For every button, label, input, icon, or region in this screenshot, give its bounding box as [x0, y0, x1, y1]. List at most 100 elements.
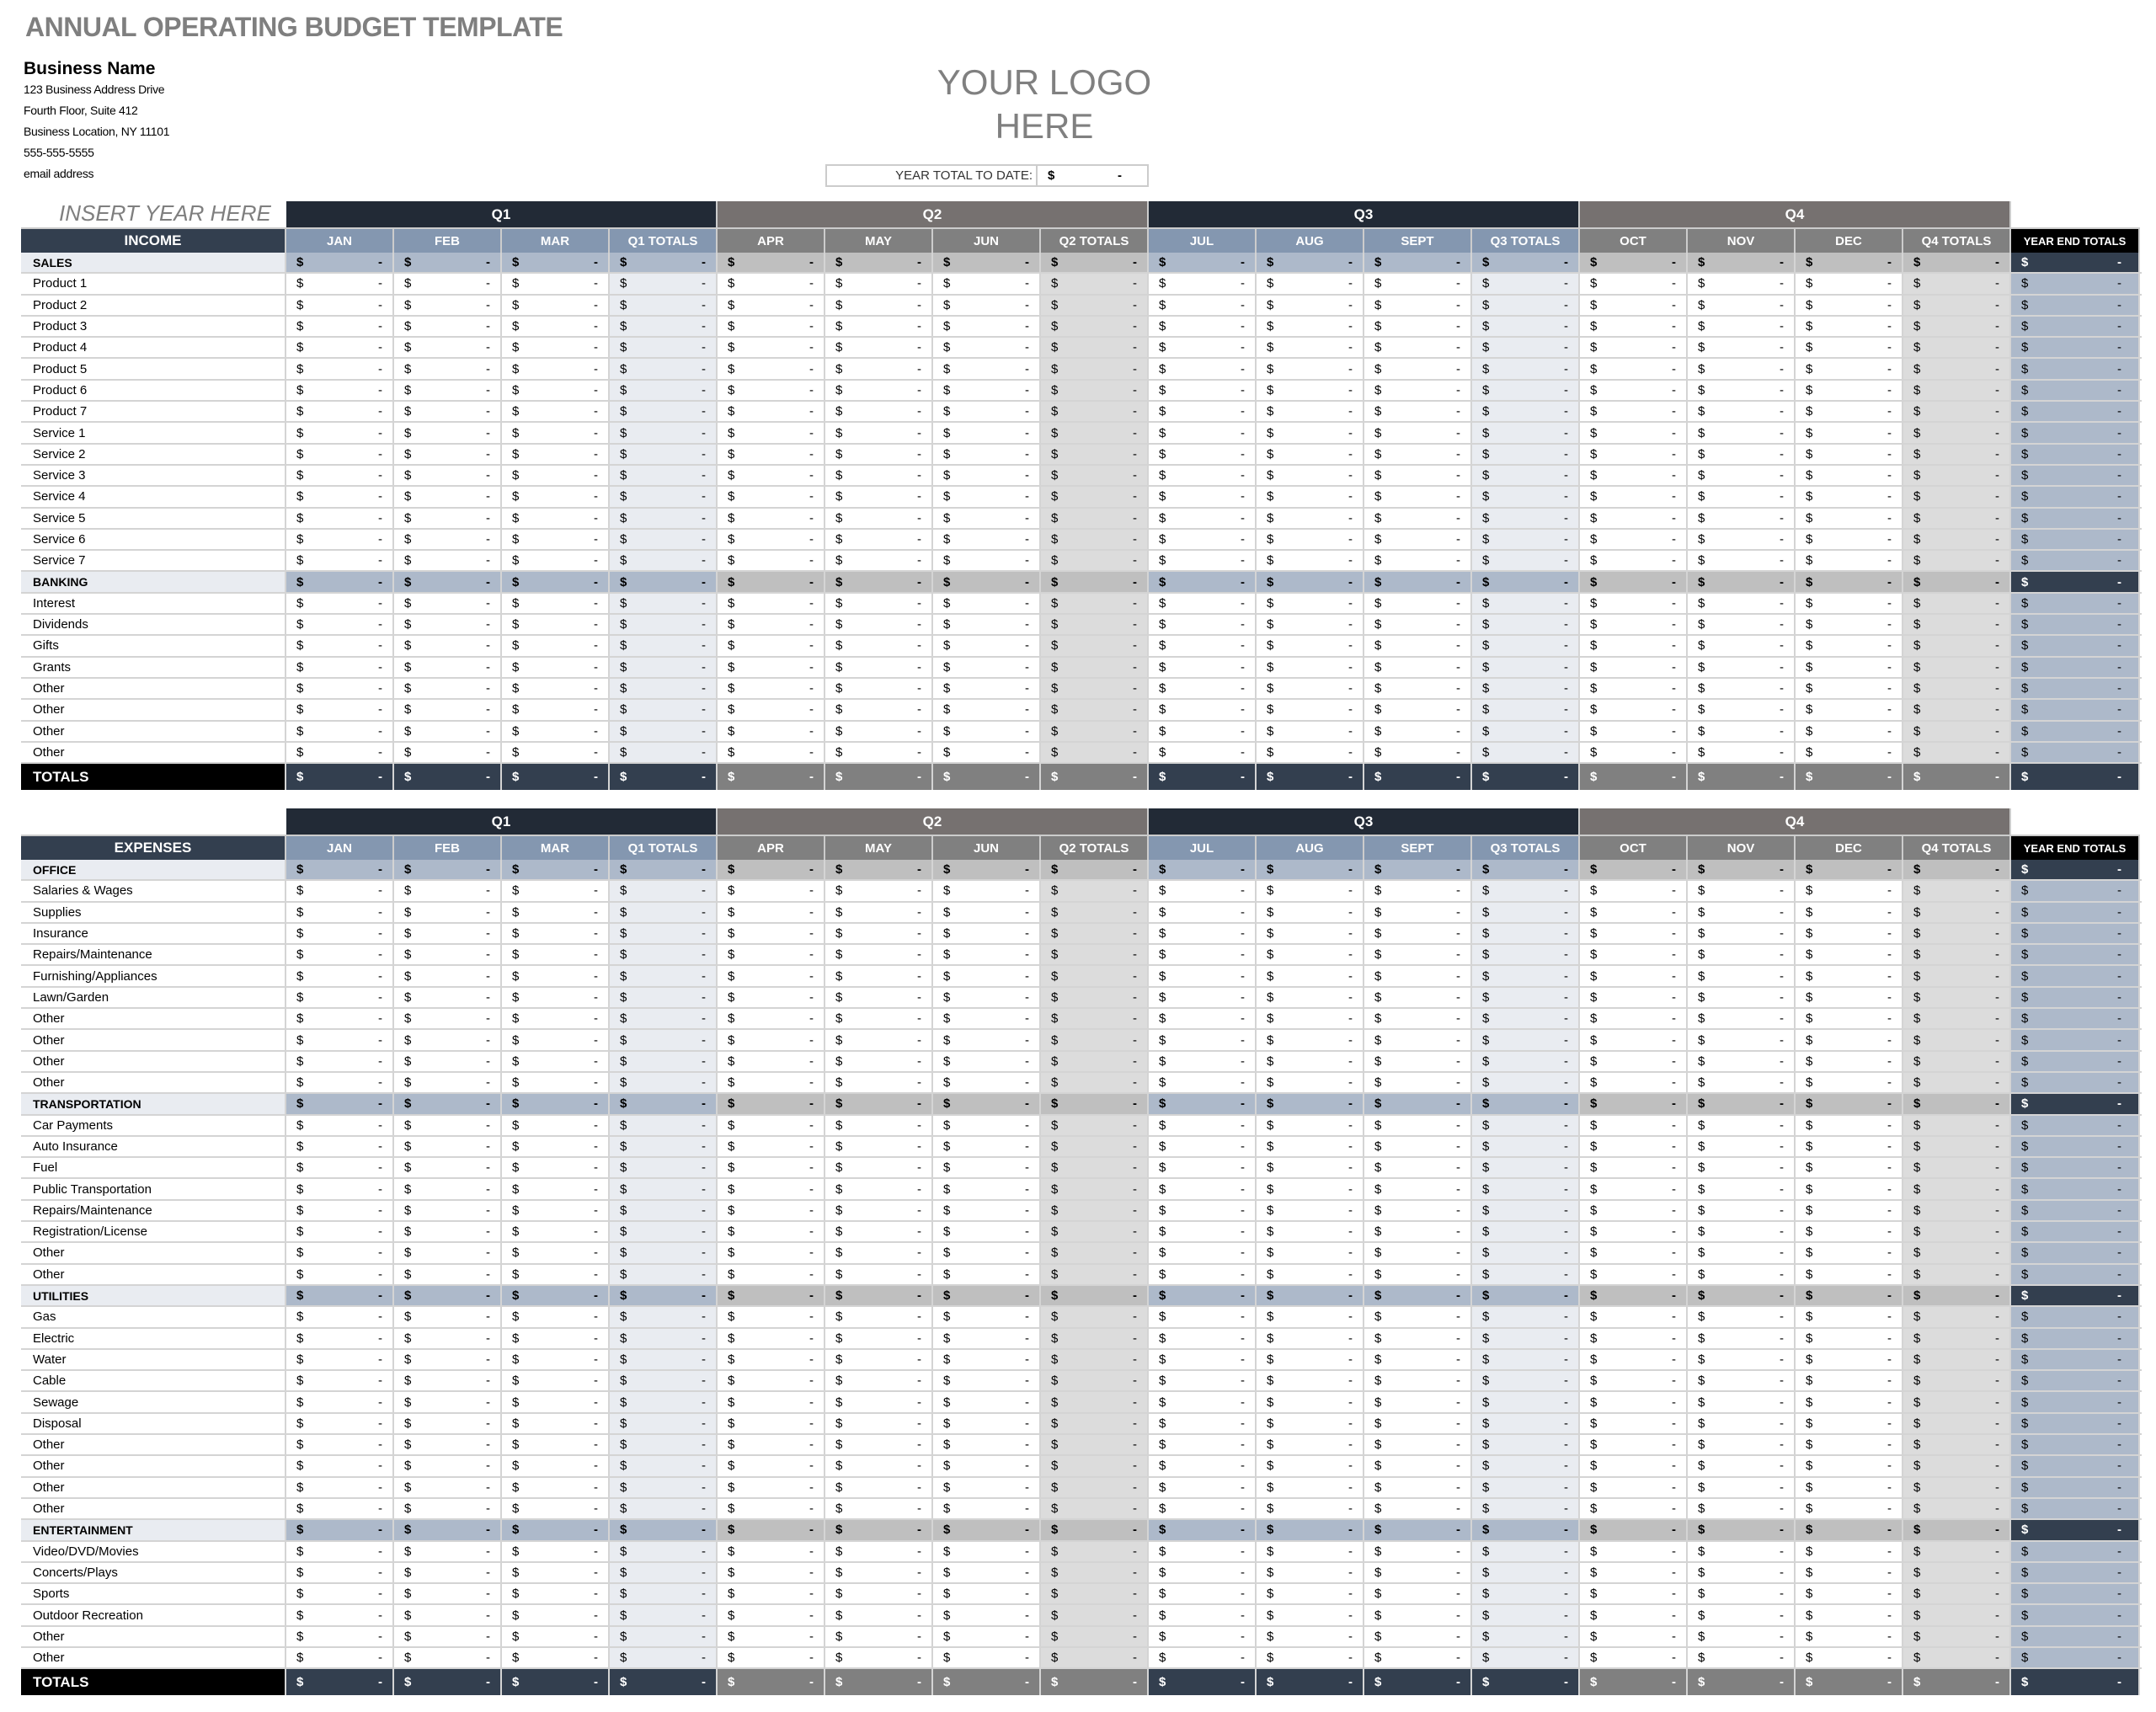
- value-cell[interactable]: $ -: [1903, 295, 2011, 315]
- row-label[interactable]: Other: [21, 1498, 286, 1519]
- value-cell[interactable]: $ -: [1580, 615, 1688, 635]
- value-cell[interactable]: $ -: [1903, 572, 2011, 592]
- value-cell[interactable]: $ -: [933, 1009, 1041, 1029]
- value-cell[interactable]: $ -: [825, 678, 933, 699]
- value-cell[interactable]: $ -: [1257, 1115, 1364, 1135]
- value-cell[interactable]: $ -: [610, 338, 718, 358]
- row-label[interactable]: Gas: [21, 1307, 286, 1327]
- value-cell[interactable]: $ -: [1580, 1158, 1688, 1178]
- value-cell[interactable]: $ -: [1041, 274, 1149, 294]
- row-label[interactable]: Service 6: [21, 529, 286, 550]
- value-cell[interactable]: $ -: [1257, 987, 1364, 1008]
- value-cell[interactable]: $ -: [1688, 1264, 1796, 1284]
- row-label[interactable]: Product 4: [21, 338, 286, 358]
- value-cell[interactable]: $ -: [2011, 1328, 2140, 1348]
- value-cell[interactable]: $ -: [1903, 1328, 2011, 1348]
- value-cell[interactable]: $ -: [1041, 444, 1149, 464]
- value-cell[interactable]: $ -: [1041, 1222, 1149, 1242]
- value-cell[interactable]: $ -: [610, 1094, 718, 1114]
- value-cell[interactable]: $ -: [718, 1520, 825, 1540]
- value-cell[interactable]: $ -: [286, 1072, 394, 1093]
- value-cell[interactable]: $ -: [394, 1136, 502, 1157]
- value-cell[interactable]: $ -: [1041, 902, 1149, 922]
- value-cell[interactable]: $ -: [1796, 1498, 1903, 1519]
- value-cell[interactable]: $ -: [1472, 1158, 1580, 1178]
- value-cell[interactable]: $ -: [1580, 1669, 1688, 1696]
- value-cell[interactable]: $ -: [286, 657, 394, 677]
- value-cell[interactable]: $ -: [1472, 1030, 1580, 1050]
- value-cell[interactable]: $ -: [286, 721, 394, 741]
- value-cell[interactable]: $ -: [1580, 1051, 1688, 1071]
- phone[interactable]: 555-555-5555: [24, 146, 94, 159]
- value-cell[interactable]: $ -: [2011, 508, 2140, 528]
- value-cell[interactable]: $ -: [825, 402, 933, 422]
- value-cell[interactable]: $ -: [825, 1605, 933, 1625]
- value-cell[interactable]: $ -: [394, 551, 502, 571]
- value-cell[interactable]: $ -: [1688, 1328, 1796, 1348]
- value-cell[interactable]: $ -: [1580, 380, 1688, 401]
- value-cell[interactable]: $ -: [933, 316, 1041, 337]
- value-cell[interactable]: $ -: [1257, 338, 1364, 358]
- value-cell[interactable]: $ -: [1257, 1349, 1364, 1370]
- value-cell[interactable]: $ -: [502, 487, 610, 507]
- value-cell[interactable]: $ -: [1688, 700, 1796, 720]
- value-cell[interactable]: $ -: [933, 1051, 1041, 1071]
- value-cell[interactable]: $ -: [718, 1349, 825, 1370]
- value-cell[interactable]: $ -: [1041, 465, 1149, 486]
- value-cell[interactable]: $ -: [610, 615, 718, 635]
- value-cell[interactable]: $ -: [1903, 423, 2011, 443]
- value-cell[interactable]: $ -: [1149, 508, 1257, 528]
- value-cell[interactable]: $ -: [286, 966, 394, 986]
- value-cell[interactable]: $ -: [825, 274, 933, 294]
- value-cell[interactable]: $ -: [1041, 359, 1149, 379]
- value-cell[interactable]: $ -: [1580, 1605, 1688, 1625]
- value-cell[interactable]: $ -: [286, 1094, 394, 1114]
- value-cell[interactable]: $ -: [825, 700, 933, 720]
- value-cell[interactable]: $ -: [394, 1285, 502, 1306]
- value-cell[interactable]: $ -: [933, 1647, 1041, 1668]
- value-cell[interactable]: $ -: [610, 572, 718, 592]
- value-cell[interactable]: $ -: [610, 1435, 718, 1455]
- value-cell[interactable]: $ -: [1257, 1626, 1364, 1646]
- value-cell[interactable]: $ -: [1149, 316, 1257, 337]
- row-label[interactable]: Fuel: [21, 1158, 286, 1178]
- value-cell[interactable]: $ -: [394, 1349, 502, 1370]
- address-line[interactable]: 123 Business Address Drive: [24, 83, 165, 96]
- value-cell[interactable]: $ -: [1257, 881, 1364, 901]
- value-cell[interactable]: $ -: [2011, 923, 2140, 944]
- value-cell[interactable]: $ -: [2011, 1222, 2140, 1242]
- value-cell[interactable]: $ -: [394, 1371, 502, 1391]
- value-cell[interactable]: $ -: [286, 1264, 394, 1284]
- value-cell[interactable]: $ -: [286, 1115, 394, 1135]
- value-cell[interactable]: $ -: [718, 945, 825, 965]
- value-cell[interactable]: $ -: [1149, 1605, 1257, 1625]
- value-cell[interactable]: $ -: [718, 1669, 825, 1696]
- value-cell[interactable]: $ -: [825, 1158, 933, 1178]
- value-cell[interactable]: $ -: [1580, 1456, 1688, 1476]
- value-cell[interactable]: $ -: [1364, 1605, 1472, 1625]
- value-cell[interactable]: $ -: [610, 902, 718, 922]
- value-cell[interactable]: $ -: [1580, 487, 1688, 507]
- value-cell[interactable]: $ -: [825, 1456, 933, 1476]
- row-label[interactable]: Interest: [21, 593, 286, 614]
- value-cell[interactable]: $ -: [610, 1498, 718, 1519]
- value-cell[interactable]: $ -: [1472, 380, 1580, 401]
- value-cell[interactable]: $ -: [718, 295, 825, 315]
- value-cell[interactable]: $ -: [1688, 1413, 1796, 1434]
- value-cell[interactable]: $ -: [286, 881, 394, 901]
- value-cell[interactable]: $ -: [502, 572, 610, 592]
- value-cell[interactable]: $ -: [718, 1072, 825, 1093]
- value-cell[interactable]: $ -: [1688, 1498, 1796, 1519]
- value-cell[interactable]: $ -: [1688, 1520, 1796, 1540]
- value-cell[interactable]: $ -: [1580, 1541, 1688, 1561]
- value-cell[interactable]: $ -: [2011, 316, 2140, 337]
- value-cell[interactable]: $ -: [2011, 1051, 2140, 1071]
- row-label[interactable]: Product 5: [21, 359, 286, 379]
- value-cell[interactable]: $ -: [1257, 1051, 1364, 1071]
- value-cell[interactable]: $ -: [718, 987, 825, 1008]
- value-cell[interactable]: $ -: [286, 1285, 394, 1306]
- value-cell[interactable]: $ -: [394, 1498, 502, 1519]
- value-cell[interactable]: $ -: [1580, 529, 1688, 550]
- value-cell[interactable]: $ -: [1688, 1605, 1796, 1625]
- value-cell[interactable]: $ -: [1472, 1200, 1580, 1221]
